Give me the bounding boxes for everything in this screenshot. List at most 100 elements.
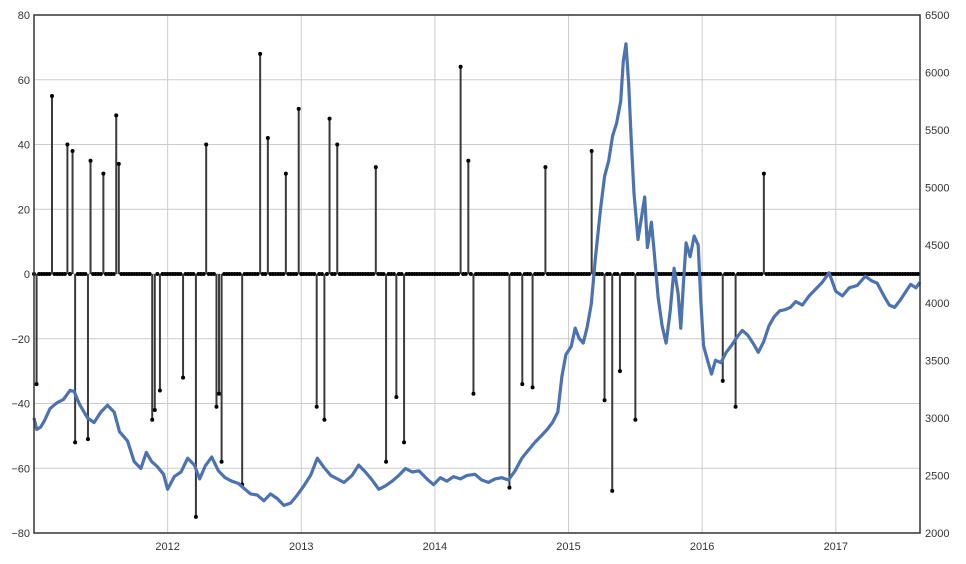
- stem-marker: [114, 113, 119, 118]
- axes: −80 −60 −40 −20 0 20 40 60 80 2000 2500 3000 3500 400…: [11, 10, 949, 553]
- y-right-tick-label: 3000: [925, 413, 949, 425]
- stem-marker: [718, 272, 723, 276]
- y-right-tick-label: 2000: [925, 528, 949, 540]
- y-left-tick-label: 60: [18, 75, 30, 87]
- plot-frame: [33, 14, 921, 534]
- price-line: [32, 42, 922, 507]
- stem-marker: [98, 272, 103, 276]
- stem-marker: [916, 272, 921, 276]
- y-right-tick-label: 3500: [925, 355, 949, 367]
- y-left-tick-label: −20: [11, 334, 30, 346]
- stem-marker: [466, 158, 471, 163]
- stem-marker: [152, 407, 157, 412]
- stem-marker: [150, 417, 155, 422]
- stem-marker: [599, 272, 604, 276]
- stem-marker: [255, 272, 260, 276]
- stem-marker: [630, 272, 635, 276]
- stem-marker: [327, 116, 332, 121]
- stem-marker: [517, 272, 522, 276]
- stem-marker: [607, 272, 612, 276]
- stem-marker: [463, 272, 468, 276]
- y-right-tick-label: 4500: [925, 240, 949, 252]
- stem-marker: [761, 171, 766, 176]
- stem-marker: [394, 395, 399, 400]
- stem-marker: [324, 272, 329, 276]
- stem-marker: [217, 391, 222, 396]
- x-tick-label: 2013: [289, 541, 313, 553]
- stem-marker: [214, 404, 219, 409]
- stem-marker: [116, 161, 121, 166]
- y-left-tick-label: 0: [24, 269, 30, 281]
- stem-marker: [314, 404, 319, 409]
- stem-marker: [283, 171, 288, 176]
- stem-marker: [602, 398, 607, 403]
- stem-marker: [471, 391, 476, 396]
- stem-marker: [294, 272, 299, 276]
- stem-marker: [633, 417, 638, 422]
- y-right-tick-label: 6000: [925, 68, 949, 80]
- stem-marker: [335, 142, 340, 147]
- y-left-tick-label: 80: [18, 10, 30, 22]
- y-right-tick-label: 6500: [925, 10, 949, 22]
- stem-marker: [178, 272, 183, 276]
- stem-marker: [507, 485, 512, 490]
- y-right-tick-label: 2500: [925, 470, 949, 482]
- stem-marker: [62, 272, 67, 276]
- stem-marker: [759, 272, 764, 276]
- stem-marker: [83, 272, 88, 276]
- stem-marker: [147, 272, 152, 276]
- y-right-tick-label: 4000: [925, 298, 949, 310]
- y-left-tick-label: −40: [11, 399, 30, 411]
- stem-marker: [181, 375, 186, 380]
- stem-marker: [85, 437, 90, 442]
- stem-marker: [263, 272, 268, 276]
- stem-marker: [456, 272, 461, 276]
- stem-marker: [399, 272, 404, 276]
- stem-marker: [373, 165, 378, 170]
- stem-marker: [296, 106, 301, 111]
- stem-marker: [237, 272, 242, 276]
- stem-marker: [543, 165, 548, 170]
- stem-marker: [204, 142, 209, 147]
- y-left-tick-label: 20: [18, 204, 30, 216]
- stem-marker: [322, 417, 327, 422]
- stem-marker: [384, 459, 389, 464]
- stem-marker: [468, 272, 473, 276]
- y-right-tick-label: 5000: [925, 183, 949, 195]
- stem-marker: [371, 272, 376, 276]
- stem-marker: [527, 272, 532, 276]
- stem-marker: [733, 404, 738, 409]
- stem-marker: [49, 93, 54, 98]
- stem-marker: [34, 382, 39, 387]
- x-tick-label: 2016: [690, 541, 714, 553]
- stem-marker: [381, 272, 386, 276]
- stem-marker: [65, 142, 70, 147]
- stem-series: [32, 51, 921, 519]
- stem-marker: [101, 171, 106, 176]
- stem-marker: [281, 272, 286, 276]
- stem-marker: [319, 272, 324, 276]
- line-series: [32, 42, 922, 507]
- stem-marker: [265, 136, 270, 141]
- stem-marker: [67, 272, 72, 276]
- stem-marker: [589, 148, 594, 153]
- stem-marker: [391, 272, 396, 276]
- stem-marker: [458, 64, 463, 69]
- stem-marker: [587, 272, 592, 276]
- stem-marker: [111, 272, 116, 276]
- stem-marker: [73, 440, 78, 445]
- y-right-tick-label: 5500: [925, 125, 949, 137]
- stem-marker: [731, 272, 736, 276]
- stem-marker: [530, 385, 535, 390]
- stem-marker: [88, 158, 93, 163]
- stem-marker: [193, 514, 198, 519]
- stem-marker: [402, 440, 407, 445]
- stem-marker: [520, 382, 525, 387]
- stem-marker: [617, 369, 622, 374]
- stem-marker: [219, 459, 224, 464]
- stem-marker: [70, 148, 75, 153]
- y-left-tick-label: −60: [11, 463, 30, 475]
- stem-marker: [610, 488, 615, 493]
